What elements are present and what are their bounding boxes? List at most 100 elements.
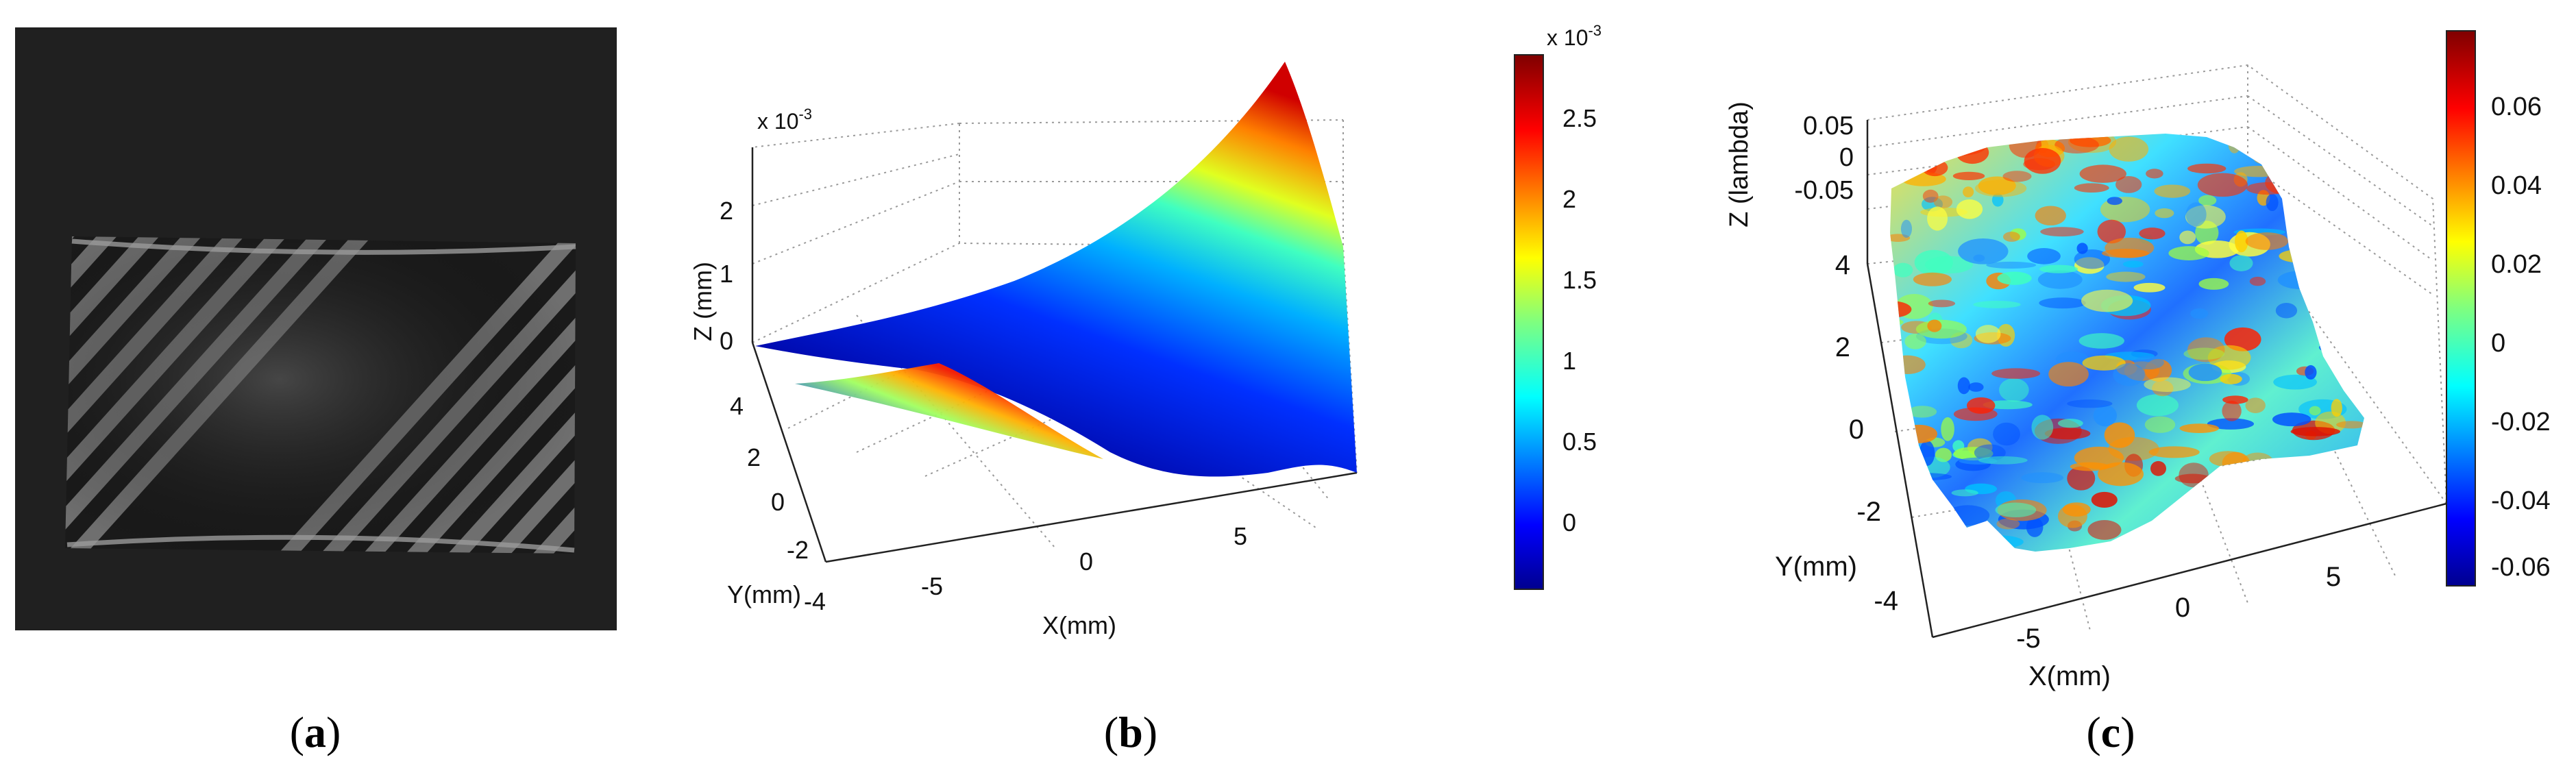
surface-c-patch [1996, 518, 2020, 530]
surface-c-patch [2179, 423, 2220, 434]
surface-c-patch [1890, 495, 1921, 507]
z-axis-label-b: Z (mm) [689, 262, 717, 341]
colorbar-tick: 0.5 [1562, 428, 1597, 456]
surface-c-patch [2040, 227, 2084, 237]
caption-b: (b) [1104, 708, 1157, 756]
surface-c-patch [1993, 422, 2020, 446]
y-tick: -4 [804, 587, 826, 615]
surface-c-patch [2259, 462, 2299, 471]
surface-c-patch [1890, 517, 1927, 527]
surface-c-patch [2035, 206, 2066, 226]
y-tick: -4 [1874, 586, 1898, 616]
colorbar-b [1514, 54, 1544, 590]
surface-c-patch [2039, 297, 2086, 309]
colorbar-tick: 2 [1562, 185, 1576, 213]
surface-c-patch [2245, 397, 2266, 414]
z-tick: 0 [720, 327, 733, 355]
surface-c-patch [1946, 505, 1990, 526]
caption-a: (a) [290, 708, 341, 756]
surface-c-patch [2245, 232, 2289, 250]
surface-c-patch [2102, 249, 2149, 258]
surface-c-patch [2081, 289, 2133, 312]
surface-c-patch [1893, 262, 1913, 278]
surface-c-patch [1973, 301, 2021, 308]
surface-c-patch [2266, 193, 2279, 212]
surface-c-patch [1968, 382, 1984, 392]
surface-c-patch [2185, 205, 2226, 229]
surface-c-patch [2222, 400, 2242, 421]
fringe-center-glow [65, 236, 576, 554]
surface-c-patch [1952, 171, 1985, 180]
surface-c-patch [1890, 388, 1906, 398]
surface-c-patch [2336, 421, 2364, 429]
surface-c-patch [2027, 248, 2061, 264]
surface-c-patch [2188, 363, 2222, 382]
z-axis-label-c: Z (lambda) [1725, 101, 1754, 227]
surface-c-patch [2179, 230, 2196, 245]
surface-c-patch [1957, 377, 1970, 395]
surface-c-patch [2209, 451, 2247, 467]
surface-c-patch [1890, 301, 1912, 318]
surface-c-patch [2154, 184, 2191, 198]
surface-c-patch [1997, 271, 2032, 285]
surface-c-patch [1941, 417, 1954, 441]
surface-c-patch [2252, 145, 2277, 164]
y-axis-label-c: Y(mm) [1775, 552, 1857, 582]
surface-c-patch [2344, 312, 2362, 332]
surface-c-patch [1934, 140, 1985, 156]
y-ticks-b: 4 2 0 -2 -4 [730, 392, 826, 615]
surface-c-patch [2187, 163, 2227, 174]
surface-c-patch [2155, 208, 2174, 219]
surface-c-patch [2109, 136, 2149, 162]
panel-c: 0.05 0 -0.05 Z (lambda) 4 2 0 -2 -4 Y(mm… [1631, 0, 2576, 777]
surface-c-patch [2187, 337, 2225, 362]
surface-c-patch [1907, 406, 1937, 418]
surface-c-patch [1959, 457, 1998, 465]
surface-c-patch [2249, 276, 2266, 286]
colorbar-c [2446, 30, 2476, 587]
z-ticks-c: 0.05 0 -0.05 [1794, 112, 1854, 205]
colorbar-tick: 0 [2491, 329, 2505, 358]
surface-c-patch [2309, 406, 2321, 416]
surface-c-patch [1983, 400, 2033, 410]
z-tick: -0.05 [1794, 176, 1854, 205]
surface-c-patch [1924, 256, 1973, 274]
x-tick: 5 [2326, 562, 2341, 592]
surface-c-patch [2139, 227, 2166, 240]
colorbar-tick: 0.02 [2491, 250, 2542, 279]
z-ticks-b: 2 1 0 [720, 197, 733, 355]
panel-c-svg: 0.05 0 -0.05 Z (lambda) 4 2 0 -2 -4 Y(mm… [1725, 30, 2551, 756]
surface-c-patch [1890, 469, 1924, 489]
surface-c-patch [2228, 134, 2241, 153]
surface-c-patch [2183, 347, 2225, 360]
surface-c-patch [2290, 427, 2340, 436]
surface-c-patch [1936, 138, 1975, 146]
surface-c-patch [2279, 249, 2327, 263]
z-multiplier-b: x 10-3 [757, 106, 812, 134]
surface-c-patch [2273, 374, 2317, 390]
surface-c-patch [2067, 399, 2113, 408]
surface-c-patch [2087, 520, 2122, 540]
y-tick: 4 [1835, 250, 1850, 280]
surface-c-patch [1913, 272, 1952, 286]
surface-c-patch [1991, 368, 2041, 379]
surface-c-patch [2021, 472, 2064, 484]
y-ticks-c: 4 2 0 -2 -4 [1835, 250, 1898, 616]
surface-c-patch [2134, 355, 2164, 370]
surface-c-patch [1995, 502, 2037, 518]
z-tick: 2 [720, 197, 733, 225]
surface-c-patch [2318, 341, 2362, 354]
surface-c-patch [2091, 491, 2118, 508]
panel-b-svg: 2 1 0 x 10-3 Z (mm) 4 2 0 -2 -4 Y(mm) -5… [689, 22, 1602, 756]
surface-c-patch [1896, 146, 1923, 158]
surface-c-patch [2076, 243, 2088, 254]
surface-c-patch [2079, 164, 2126, 183]
surface-c-patch [2074, 183, 2109, 193]
surface-c-patch [2106, 271, 2146, 282]
surface-c-patch [2198, 278, 2229, 290]
surface-b [755, 62, 1357, 477]
surface-c-patch [1966, 397, 1996, 414]
colorbar-tick: 2.5 [1562, 104, 1597, 132]
surface-c-patch [1902, 473, 1952, 481]
surface-c-patch [2146, 169, 2163, 179]
